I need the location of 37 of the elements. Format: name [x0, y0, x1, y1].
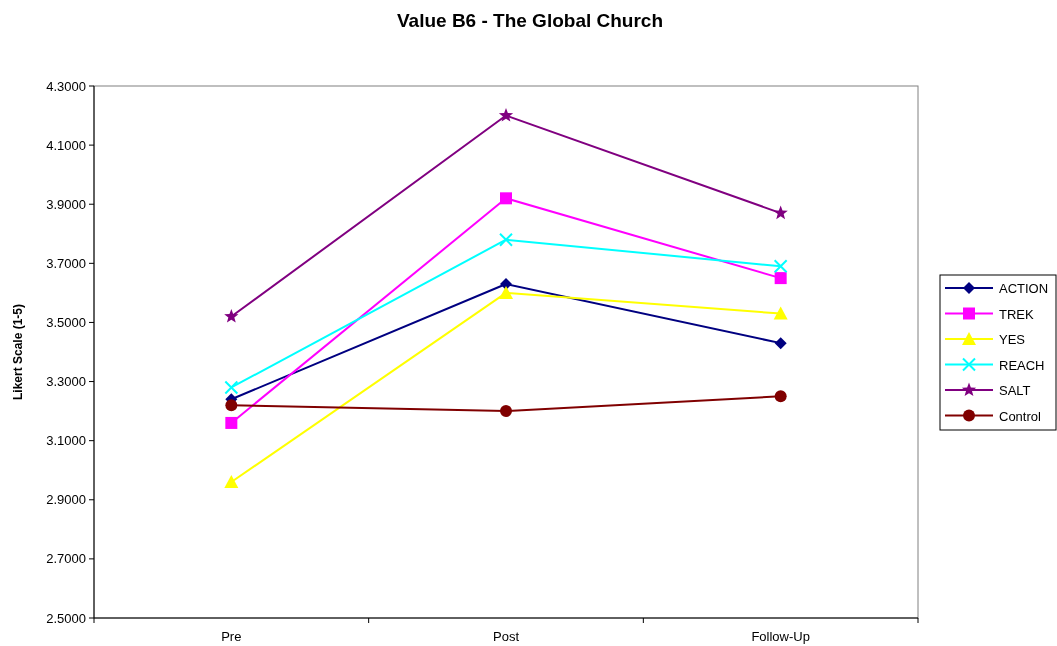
point	[773, 259, 788, 274]
point	[773, 205, 788, 220]
y-tick-label: 2.5000	[46, 610, 86, 626]
point	[225, 399, 238, 412]
x-tick-label: Pre	[221, 629, 242, 644]
legend-label: TREK	[999, 306, 1034, 322]
x-tick-label: Follow-Up	[751, 629, 810, 644]
y-tick-label: 3.5000	[46, 314, 86, 330]
point	[774, 272, 787, 285]
point	[224, 380, 239, 395]
point	[500, 192, 512, 205]
y-tick-label: 4.3000	[46, 78, 86, 94]
y-tick-label: 3.9000	[46, 196, 86, 212]
y-tick-label: 3.1000	[46, 433, 86, 449]
y-tick-label: 3.3000	[46, 374, 86, 390]
legend-label: REACH	[999, 357, 1045, 373]
legend-label: ACTION	[999, 281, 1049, 296]
legend-label: SALT	[999, 383, 1031, 398]
point	[499, 285, 513, 299]
y-axis-title: Likert Scale (1-5)	[11, 303, 25, 401]
point	[224, 475, 239, 489]
point	[500, 405, 512, 418]
point	[225, 416, 238, 429]
point	[774, 337, 787, 350]
y-tick-label: 3.7000	[46, 255, 86, 271]
y-tick-label: 2.7000	[46, 551, 86, 567]
x-tick-label: Post	[492, 629, 520, 644]
y-tick-label: 2.9000	[46, 492, 86, 508]
chart-title: Value B6 - The Global Church	[396, 10, 664, 31]
point	[498, 108, 514, 122]
legend-label: Control	[999, 408, 1042, 424]
point	[773, 306, 788, 320]
point	[774, 390, 787, 403]
y-tick-label: 4.1000	[46, 137, 86, 153]
point	[499, 232, 513, 247]
point	[224, 309, 239, 323]
legend-label: YES	[999, 332, 1026, 347]
